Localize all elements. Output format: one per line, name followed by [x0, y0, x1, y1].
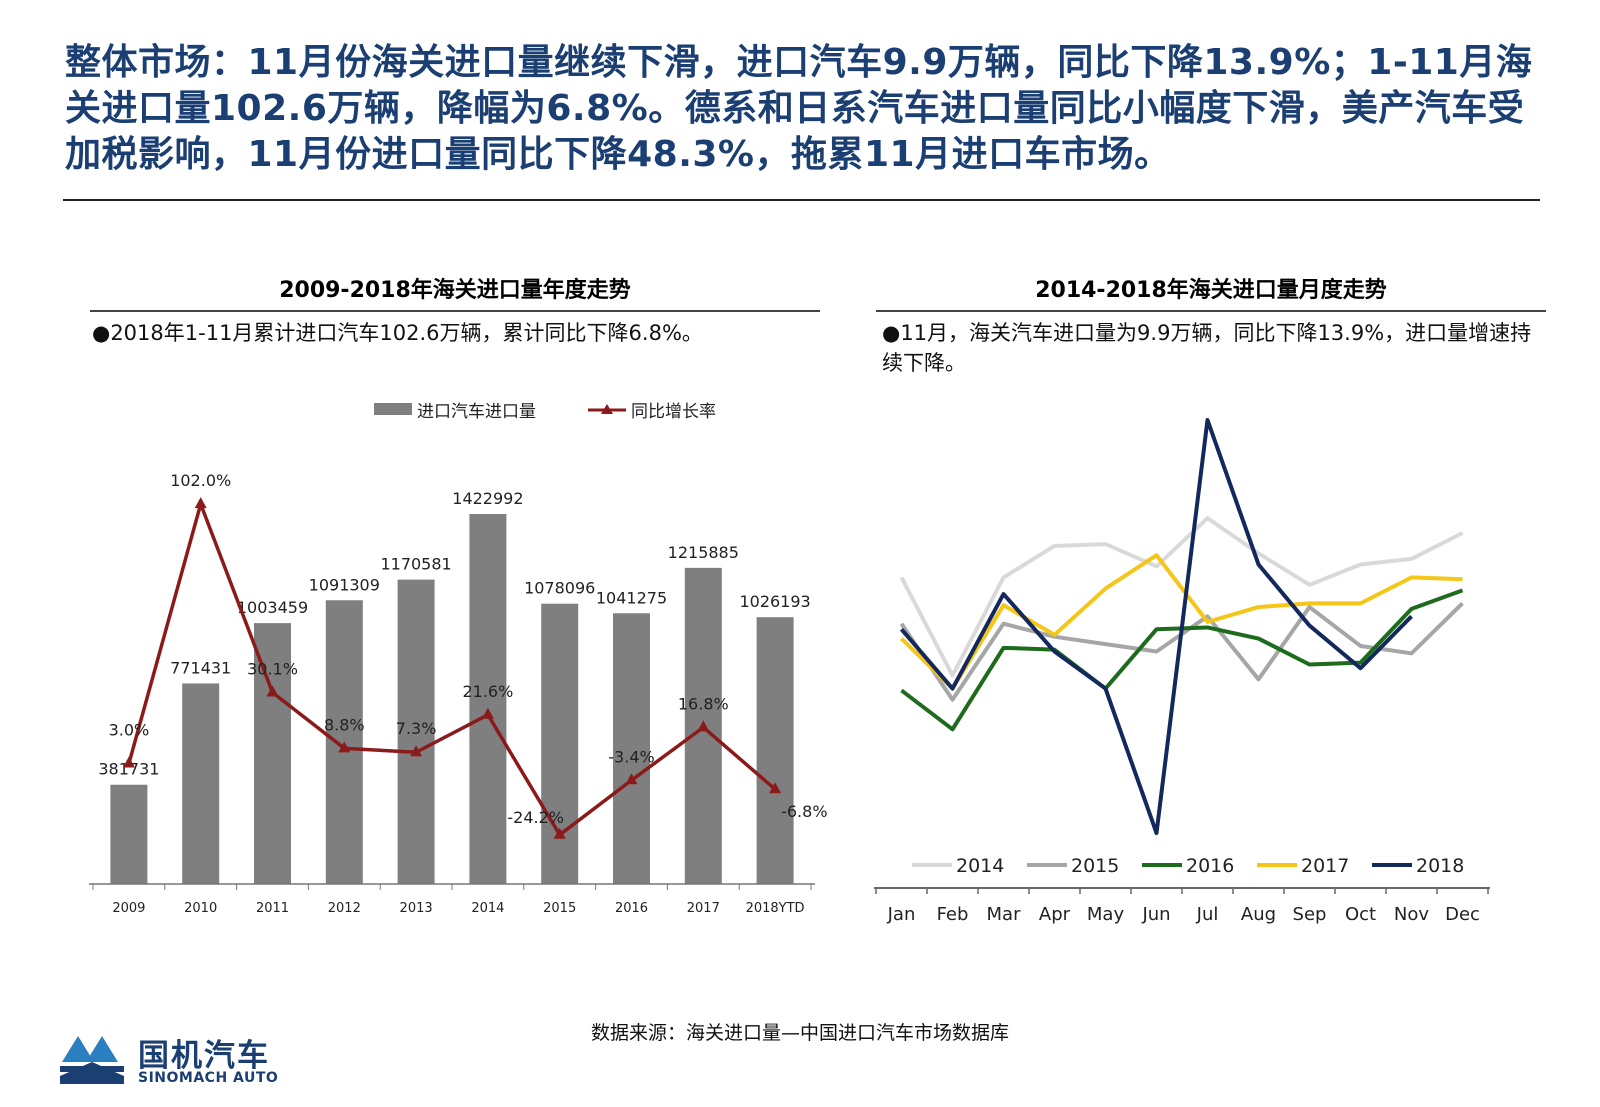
bar-value-label: 1078096 [524, 579, 595, 598]
x-tick-label: 2009 [112, 901, 145, 916]
monthly-chart-title: 2014-2018年海关进口量月度走势 [1035, 278, 1387, 303]
growth-rate-label: 30.1% [247, 659, 298, 678]
legend-label-2014: 2014 [956, 855, 1004, 877]
legend-label-2017: 2017 [1301, 855, 1349, 877]
bar-value-label: 381731 [98, 760, 159, 779]
series-line-2017 [900, 553, 1463, 691]
bar [613, 613, 650, 884]
growth-rate-label: -24.2% [507, 808, 564, 827]
bar [254, 623, 291, 884]
growth-rate-line [127, 502, 777, 837]
legend-bar-swatch [374, 403, 412, 415]
company-logo: 国机汽车 SINOMACH AUTO [60, 1030, 290, 1090]
x-tick-label: 2011 [256, 901, 289, 916]
growth-rate-label: -3.4% [608, 747, 654, 766]
bar-value-label: 1215885 [668, 543, 739, 562]
x-tick-label: 2017 [687, 901, 720, 916]
growth-rate-label: 3.0% [109, 721, 150, 740]
annual-chart-title: 2009-2018年海关进口量年度走势 [279, 278, 631, 303]
series-line-2018 [899, 418, 1413, 836]
growth-rate-marker [697, 720, 710, 732]
bar-value-label: 1003459 [237, 598, 308, 617]
bar-value-label: 1422992 [452, 489, 523, 508]
legend-label-2015: 2015 [1071, 855, 1119, 877]
x-tick-label: Oct [1345, 904, 1376, 925]
x-tick-label: Mar [987, 904, 1022, 925]
monthly-note: ●11月，海关汽车进口量为9.9万辆，同比下降13.9%，进口量增速持续下降。 [882, 321, 1532, 375]
x-tick-label: Nov [1394, 904, 1429, 925]
growth-rate-marker [122, 756, 135, 768]
logo-text-en: SINOMACH AUTO [138, 1070, 279, 1086]
legend-label-2018: 2018 [1416, 855, 1464, 877]
growth-rate-marker [769, 782, 782, 794]
x-tick-label: Dec [1445, 904, 1480, 925]
growth-rate-label: 21.6% [462, 682, 513, 701]
legend-bar-label: 进口汽车进口量 [417, 402, 536, 422]
series-line-2014 [899, 516, 1464, 678]
annual-note: ●2018年1-11月累计进口汽车102.6万辆，累计同比下降6.8%。 [92, 321, 703, 345]
growth-rate-marker [338, 741, 351, 753]
x-tick-label: 2016 [615, 901, 648, 916]
headline-divider [63, 199, 1540, 201]
growth-rate-marker [410, 745, 423, 757]
x-tick-label: Feb [937, 904, 969, 925]
growth-rate-marker [553, 827, 566, 839]
x-tick-label: Jun [1141, 904, 1170, 925]
x-tick-label: 2015 [543, 901, 576, 916]
x-tick-label: 2018YTD [746, 901, 805, 916]
x-tick-label: 2012 [328, 901, 361, 916]
growth-rate-marker [266, 685, 279, 697]
x-tick-label: 2010 [184, 901, 217, 916]
bar-value-label: 1170581 [380, 555, 451, 574]
x-tick-label: 2013 [400, 901, 433, 916]
x-tick-label: Sep [1293, 904, 1327, 925]
mountain-logo-icon [60, 1036, 124, 1084]
bar-value-label: 1041275 [596, 588, 667, 607]
data-source: 数据来源：海关进口量—中国进口汽车市场数据库 [590, 1022, 1009, 1044]
legend-label-2016: 2016 [1186, 855, 1234, 877]
x-tick-label: Jan [887, 904, 916, 925]
x-tick-label: 2014 [471, 901, 504, 916]
growth-rate-label: 7.3% [396, 719, 437, 738]
x-tick-label: Apr [1039, 904, 1071, 925]
monthly-title-divider [876, 310, 1546, 312]
growth-rate-label: -6.8% [781, 802, 827, 821]
growth-rate-marker [194, 497, 207, 509]
bar-value-label: 1026193 [739, 592, 810, 611]
bar [397, 579, 435, 884]
logo-text-cn: 国机汽车 [138, 1038, 270, 1074]
x-tick-label: Jul [1196, 904, 1219, 925]
growth-rate-marker [481, 707, 494, 719]
headline: 整体市场：11月份海关进口量继续下滑，进口汽车9.9万辆，同比下降13.9%；1… [65, 42, 1533, 175]
legend-line-label: 同比增长率 [631, 402, 716, 422]
bar-value-label: 771431 [170, 658, 231, 677]
growth-rate-label: 102.0% [170, 471, 231, 490]
x-tick-label: May [1087, 904, 1125, 925]
growth-rate-label: 8.8% [324, 715, 365, 734]
growth-rate-marker [625, 773, 638, 785]
bar [756, 617, 794, 884]
bar [110, 784, 148, 884]
annual-title-divider [90, 310, 820, 312]
bar-value-label: 1091309 [309, 575, 380, 594]
legend-line-marker [601, 404, 613, 414]
bar [182, 683, 220, 884]
bar [469, 514, 507, 884]
x-tick-label: Aug [1241, 904, 1276, 925]
growth-rate-label: 16.8% [678, 694, 729, 713]
